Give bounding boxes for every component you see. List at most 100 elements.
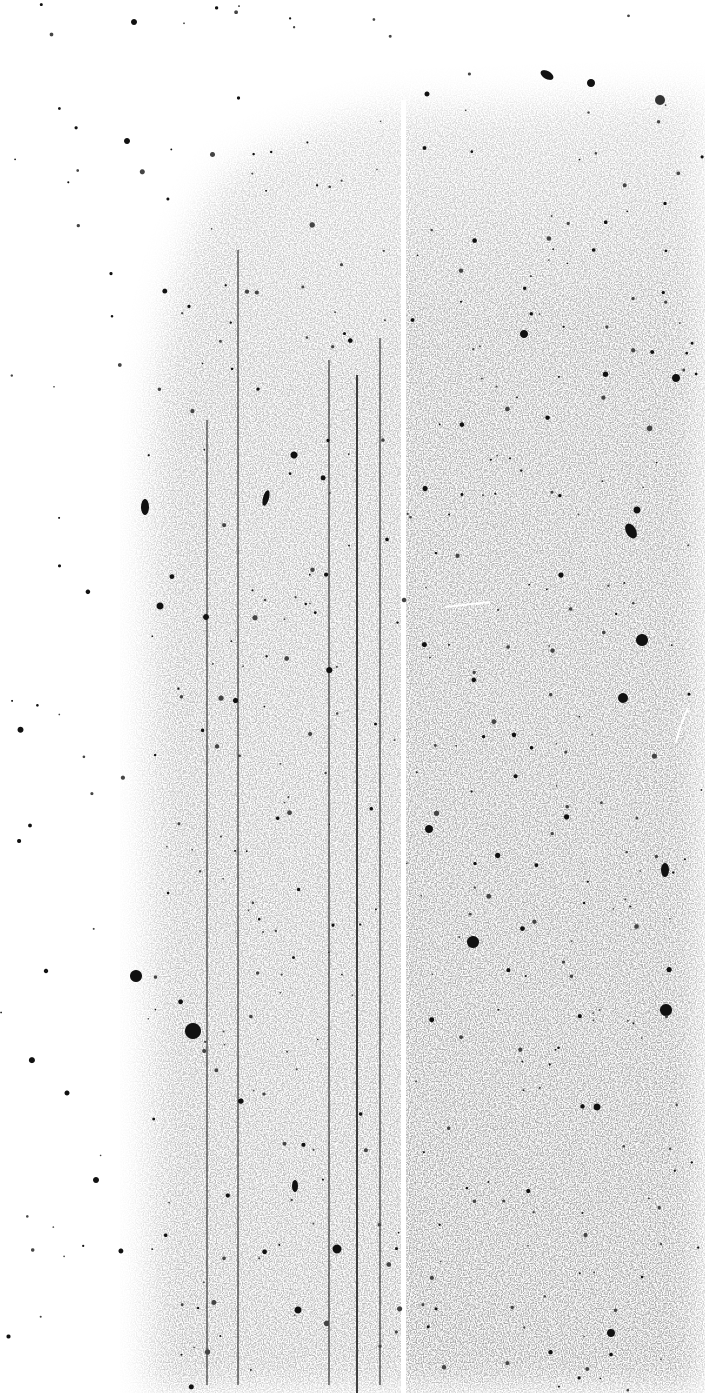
star xyxy=(376,169,378,171)
star xyxy=(570,974,573,977)
star xyxy=(539,313,541,315)
star xyxy=(306,141,308,143)
star xyxy=(28,824,32,828)
star xyxy=(587,111,589,113)
star xyxy=(642,487,644,489)
star xyxy=(191,849,193,851)
star xyxy=(348,453,350,455)
star xyxy=(459,268,463,272)
star xyxy=(308,732,312,736)
star xyxy=(435,1307,438,1310)
star xyxy=(420,895,422,897)
star xyxy=(395,1330,398,1333)
star xyxy=(494,493,496,495)
star xyxy=(324,1321,330,1327)
star xyxy=(294,1314,296,1316)
star xyxy=(626,210,628,212)
star xyxy=(579,159,581,161)
star xyxy=(423,1151,425,1153)
star xyxy=(505,407,510,412)
star xyxy=(231,368,234,371)
star xyxy=(343,332,346,335)
star xyxy=(341,974,343,976)
star xyxy=(284,656,289,661)
star xyxy=(701,155,704,158)
star xyxy=(432,973,434,975)
star xyxy=(402,598,407,603)
star xyxy=(407,513,409,515)
star xyxy=(440,1261,442,1263)
star xyxy=(118,363,122,367)
star xyxy=(455,554,459,558)
star xyxy=(530,275,532,277)
star xyxy=(180,695,183,698)
star xyxy=(151,635,153,637)
star xyxy=(280,992,282,994)
star xyxy=(189,1384,194,1389)
star xyxy=(0,1012,2,1014)
star xyxy=(321,475,326,480)
star xyxy=(466,1187,469,1190)
star xyxy=(275,930,277,932)
star xyxy=(395,1247,398,1250)
star xyxy=(679,322,681,324)
star xyxy=(238,755,241,758)
star xyxy=(162,289,167,294)
star xyxy=(185,1023,201,1039)
star xyxy=(552,248,554,250)
star xyxy=(604,220,608,224)
star xyxy=(313,1149,315,1151)
star xyxy=(265,655,267,657)
star xyxy=(380,120,382,122)
star xyxy=(294,596,296,598)
star xyxy=(545,415,549,419)
star xyxy=(246,850,248,852)
star xyxy=(551,491,554,494)
star xyxy=(495,853,500,858)
star xyxy=(312,1223,314,1225)
star xyxy=(665,104,667,106)
star xyxy=(151,1248,153,1250)
star xyxy=(523,1089,525,1091)
star xyxy=(479,345,481,347)
star xyxy=(631,348,635,352)
star xyxy=(230,321,232,323)
star xyxy=(593,1019,595,1021)
star xyxy=(422,642,427,647)
star xyxy=(329,492,331,494)
star xyxy=(472,348,474,350)
star xyxy=(496,454,498,456)
star xyxy=(648,1198,650,1200)
star xyxy=(471,790,473,792)
star xyxy=(481,377,483,379)
star xyxy=(167,892,170,895)
star xyxy=(187,305,190,308)
star xyxy=(618,693,628,703)
star xyxy=(635,817,638,820)
star xyxy=(603,371,609,377)
star xyxy=(411,318,415,322)
star xyxy=(421,1303,424,1306)
star xyxy=(348,338,353,343)
star xyxy=(676,171,680,175)
star xyxy=(505,1361,509,1365)
star xyxy=(579,1272,581,1274)
star xyxy=(383,250,385,252)
star xyxy=(415,1080,417,1082)
star xyxy=(251,589,253,591)
star xyxy=(256,387,259,390)
star xyxy=(425,587,427,589)
star xyxy=(569,607,573,611)
star xyxy=(276,816,279,819)
star xyxy=(375,908,377,910)
star xyxy=(249,1015,253,1019)
star xyxy=(558,376,560,378)
star xyxy=(581,1212,583,1214)
star xyxy=(438,1224,440,1226)
star xyxy=(203,614,209,620)
star xyxy=(548,1350,552,1354)
star xyxy=(287,796,289,798)
star xyxy=(579,716,581,718)
star xyxy=(193,1347,195,1349)
star xyxy=(473,862,476,865)
